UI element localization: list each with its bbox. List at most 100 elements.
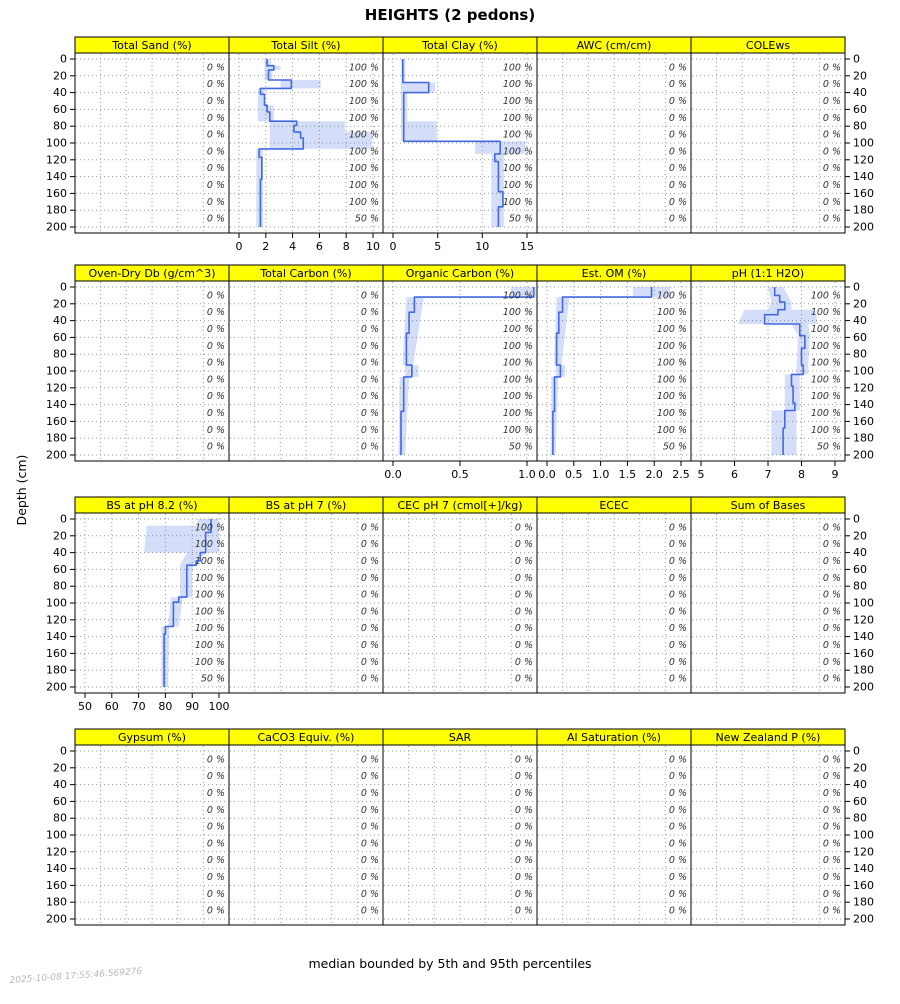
panel-strip [690,728,846,746]
series-group [401,59,526,227]
depth-tick-label: 100 [46,365,67,378]
slice-contribution-label: 100 % [657,408,687,419]
percentile-band [144,519,219,687]
depth-tick-label: 20 [53,529,67,542]
slice-contribution-label: 0 % [361,556,379,567]
depth-tick-label: 20 [853,297,867,310]
depth-tick-label: 180 [853,664,874,677]
panel-ph-1-1-h2o: 100 % 100 % 100 % 100 % 100 % 100 % 100 % 100 %… [690,264,874,481]
panel-strip [690,496,846,514]
slice-contribution-label: 0 % [361,674,379,685]
slice-contribution-label: 0 % [669,771,687,782]
panel-title: Al Saturation (%) [567,731,661,744]
series-group [144,519,219,687]
depth-tick-label: 160 [46,415,67,428]
depth-tick-label: 60 [53,103,67,116]
slice-contribution-label: 100 % [349,113,379,124]
slice-contribution-label: 0 % [823,146,841,157]
slice-contribution-label: 0 % [669,657,687,668]
panel-al-saturation: 0 % 0 % 0 % 0 % 0 % 0 % 0 % 0 % 0 % 0 % Al Saturat… [536,728,692,926]
x-tick-label: 0.5 [451,468,469,481]
depth-tick-label: 120 [853,381,874,394]
slice-contribution-label: 0 % [515,788,533,799]
slice-contribution-label: 0 % [207,79,225,90]
percentile-band [737,287,819,455]
panel-ecec: 0 % 0 % 0 % 0 % 0 % 0 % 0 % 0 % 0 % 0 % ECEC [536,496,692,694]
slice-contribution-label: 100 % [503,96,533,107]
slice-contribution-label: 0 % [823,62,841,73]
slice-contribution-label: 0 % [515,640,533,651]
panel-new-zealand-p: 0 %0 %0 %0 %0 %0 %0 %0 %0 %0 %New Zealan… [690,728,874,926]
slice-contribution-label: 100 % [811,425,841,436]
slice-contribution-label: 0 % [515,872,533,883]
slice-contribution-label: 0 % [515,573,533,584]
slice-contribution-label: 0 % [361,307,379,318]
slice-contribution-label: 100 % [503,358,533,369]
median-line [163,519,212,687]
depth-tick-label: 80 [53,812,67,825]
y-axis-label: Depth (cm) [14,454,29,526]
slice-contribution-label: 0 % [823,754,841,765]
slice-contribution-label: 100 % [503,374,533,385]
panel-title: New Zealand P (%) [716,731,821,744]
panel-strip [690,264,846,282]
slice-contribution-label: 100 % [503,425,533,436]
slice-contribution-label: 0 % [669,539,687,550]
panel-total-sand: 0 % 0 % 0 % 0 % 0 % 0 % 0 % 0 % 0 % 0 % Total Sand… [46,36,230,234]
depth-tick-label: 100 [46,137,67,150]
slice-contribution-label: 0 % [823,657,841,668]
slice-contribution-label: 100 % [195,556,225,567]
depth-tick-label: 0 [60,281,67,294]
slice-contribution-label: 0 % [823,556,841,567]
slice-contribution-label: 0 % [823,96,841,107]
slice-contribution-label: 0 % [207,146,225,157]
slice-contribution-label: 0 % [207,425,225,436]
panel-total-silt: 100 % 100 % 100 % 100 % 100 % 100 % 100 % 100 %… [228,36,384,253]
depth-tick-label: 40 [853,778,867,791]
slice-contribution-label: 0 % [207,62,225,73]
series-group [398,287,536,455]
slice-contribution-label: 0 % [515,623,533,634]
slice-contribution-label: 100 % [657,391,687,402]
slice-contribution-label: 0 % [669,906,687,917]
x-tick-label: 0 [390,240,397,253]
slice-contribution-label: 0 % [207,822,225,833]
slice-contribution-label: 100 % [503,391,533,402]
slice-contribution-label: 0 % [361,657,379,668]
slice-contribution-label: 0 % [361,358,379,369]
slice-contribution-label: 0 % [669,113,687,124]
panel-sum-of-bases: 0 % 0 % 0 % 0 % 0 % 0 % 0 % 0 % 0 % 0 % Sum of Bas… [690,496,874,694]
slice-contribution-label: 0 % [361,324,379,335]
panel-title: Est. OM (%) [582,267,647,280]
depth-tick-label: 60 [853,331,867,344]
slice-contribution-label: 100 % [811,324,841,335]
slice-contribution-label: 100 % [657,324,687,335]
slice-contribution-label: 100 % [195,657,225,668]
slice-contribution-label: 0 % [823,788,841,799]
depth-tick-label: 200 [853,221,874,234]
slice-contribution-label: 0 % [207,788,225,799]
x-tick-label: 0.0 [538,468,556,481]
depth-tick-label: 160 [853,879,874,892]
slice-contribution-label: 0 % [669,754,687,765]
slice-contribution-label: 0 % [823,522,841,533]
slice-contribution-label: 0 % [669,889,687,900]
slice-contribution-label: 0 % [823,872,841,883]
slice-contribution-label: 0 % [823,539,841,550]
depth-tick-label: 80 [853,812,867,825]
depth-tick-label: 140 [46,630,67,643]
slice-contribution-label: 0 % [207,906,225,917]
slice-contribution-label: 0 % [669,62,687,73]
slice-contribution-label: 100 % [503,79,533,90]
slice-contribution-label: 0 % [207,408,225,419]
x-tick-label: 70 [132,700,146,713]
slice-contribution-label: 0 % [515,590,533,601]
slice-contribution-label: 0 % [669,197,687,208]
slice-contribution-label: 0 % [207,113,225,124]
slice-contribution-label: 0 % [207,341,225,352]
slice-contribution-label: 0 % [669,79,687,90]
slice-contribution-label: 0 % [361,822,379,833]
depth-tick-label: 100 [853,597,874,610]
x-tick-label: 8 [798,468,805,481]
